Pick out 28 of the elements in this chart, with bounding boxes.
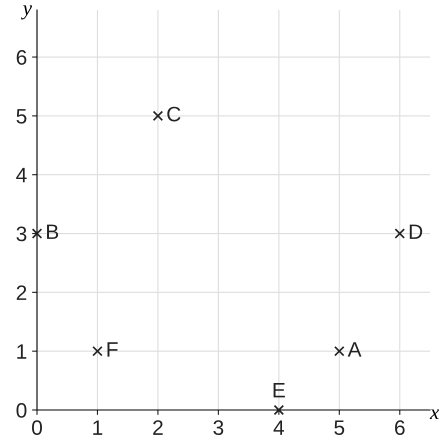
x-tick-label: 3 — [213, 420, 224, 436]
y-tick-label: 2 — [16, 285, 26, 300]
point — [274, 404, 284, 416]
annotation: B — [47, 224, 58, 239]
x-axis-title: x — [430, 409, 440, 420]
x-tick-label: 0 — [32, 420, 42, 436]
point — [334, 346, 345, 356]
annotation: D — [410, 224, 422, 239]
x-tick-label: 6 — [395, 420, 405, 436]
y-tick-label: 0 — [16, 403, 26, 418]
x-tick-label: 2 — [153, 420, 163, 435]
annotation: E — [274, 383, 285, 398]
x-tick-label: 1 — [93, 420, 102, 435]
y-tick-label: 4 — [16, 168, 27, 182]
point — [92, 346, 103, 356]
y-tick-label: 6 — [16, 50, 26, 65]
x-tick-label: 4 — [274, 420, 284, 435]
y-tick-label: 1 — [17, 344, 26, 359]
point — [32, 228, 42, 239]
annotation: F — [108, 342, 118, 357]
annotation: C — [167, 106, 181, 122]
annotation: A — [348, 342, 362, 357]
x-tick-label: 5 — [334, 420, 344, 436]
point — [152, 110, 164, 122]
point — [394, 228, 405, 239]
y-tick-label: 3 — [16, 226, 26, 242]
y-tick-label: 5 — [16, 109, 26, 124]
y-axis-title: y — [21, 5, 32, 20]
